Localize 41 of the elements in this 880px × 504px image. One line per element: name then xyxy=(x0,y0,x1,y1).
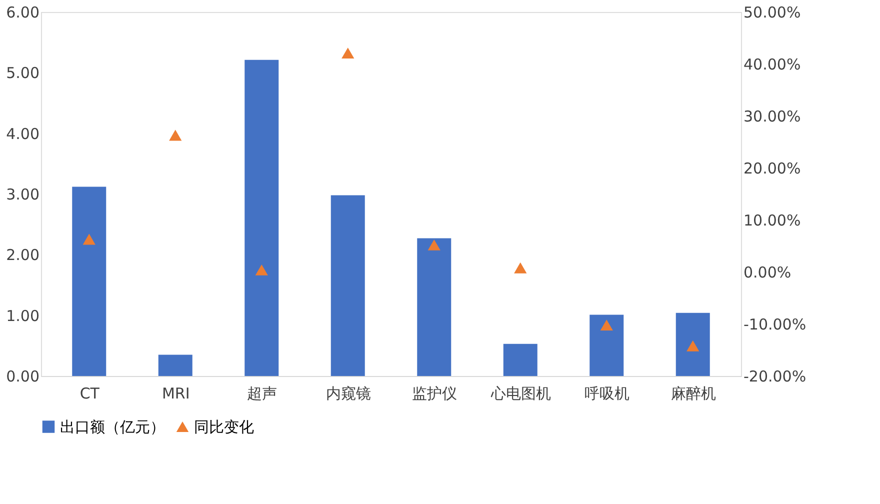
bar xyxy=(590,314,624,376)
bar xyxy=(503,344,538,376)
legend-label: 出口额（亿元） xyxy=(60,418,165,436)
x-tick-label: 呼吸机 xyxy=(584,384,630,402)
x-tick-label: 内窥镜 xyxy=(326,384,371,402)
y2-tick-label: 20.00% xyxy=(744,160,801,178)
bar xyxy=(244,60,279,376)
bar xyxy=(330,195,365,376)
x-tick-label: 监护仪 xyxy=(412,384,458,402)
legend-label: 同比变化 xyxy=(194,418,254,436)
bar xyxy=(676,312,710,376)
y-tick-label: 2.00 xyxy=(6,246,40,264)
y-tick-label: 3.00 xyxy=(6,186,40,204)
bar xyxy=(72,186,106,376)
y2-tick-label: 10.00% xyxy=(744,212,801,230)
y2-tick-label: -20.00% xyxy=(744,368,806,386)
point xyxy=(82,234,96,245)
y-tick-label: 6.00 xyxy=(6,4,40,22)
bar xyxy=(158,354,192,376)
point xyxy=(600,320,613,331)
point xyxy=(686,340,700,352)
point xyxy=(169,130,182,141)
point xyxy=(255,264,268,276)
x-tick-label: 心电图机 xyxy=(490,384,551,402)
x-tick-label: MRI xyxy=(162,384,190,402)
y2-tick-label: -10.00% xyxy=(744,316,806,334)
x-tick-label: CT xyxy=(80,384,100,402)
point xyxy=(514,262,527,274)
point xyxy=(342,48,354,59)
bar xyxy=(417,238,452,376)
y2-tick-label: 30.00% xyxy=(744,108,801,126)
point xyxy=(428,239,440,250)
x-tick-label: 麻醉机 xyxy=(670,384,716,402)
y2-tick-label: 40.00% xyxy=(744,56,801,74)
y2-tick-label: 50.00% xyxy=(744,4,801,22)
y2-tick-label: 0.00% xyxy=(744,264,792,282)
y-tick-label: 4.00 xyxy=(6,124,40,143)
y-tick-label: 1.00 xyxy=(6,306,40,325)
y-tick-label: 5.00 xyxy=(6,64,40,82)
y-tick-label: 0.00 xyxy=(6,368,40,386)
x-tick-label: 超声 xyxy=(247,384,278,402)
